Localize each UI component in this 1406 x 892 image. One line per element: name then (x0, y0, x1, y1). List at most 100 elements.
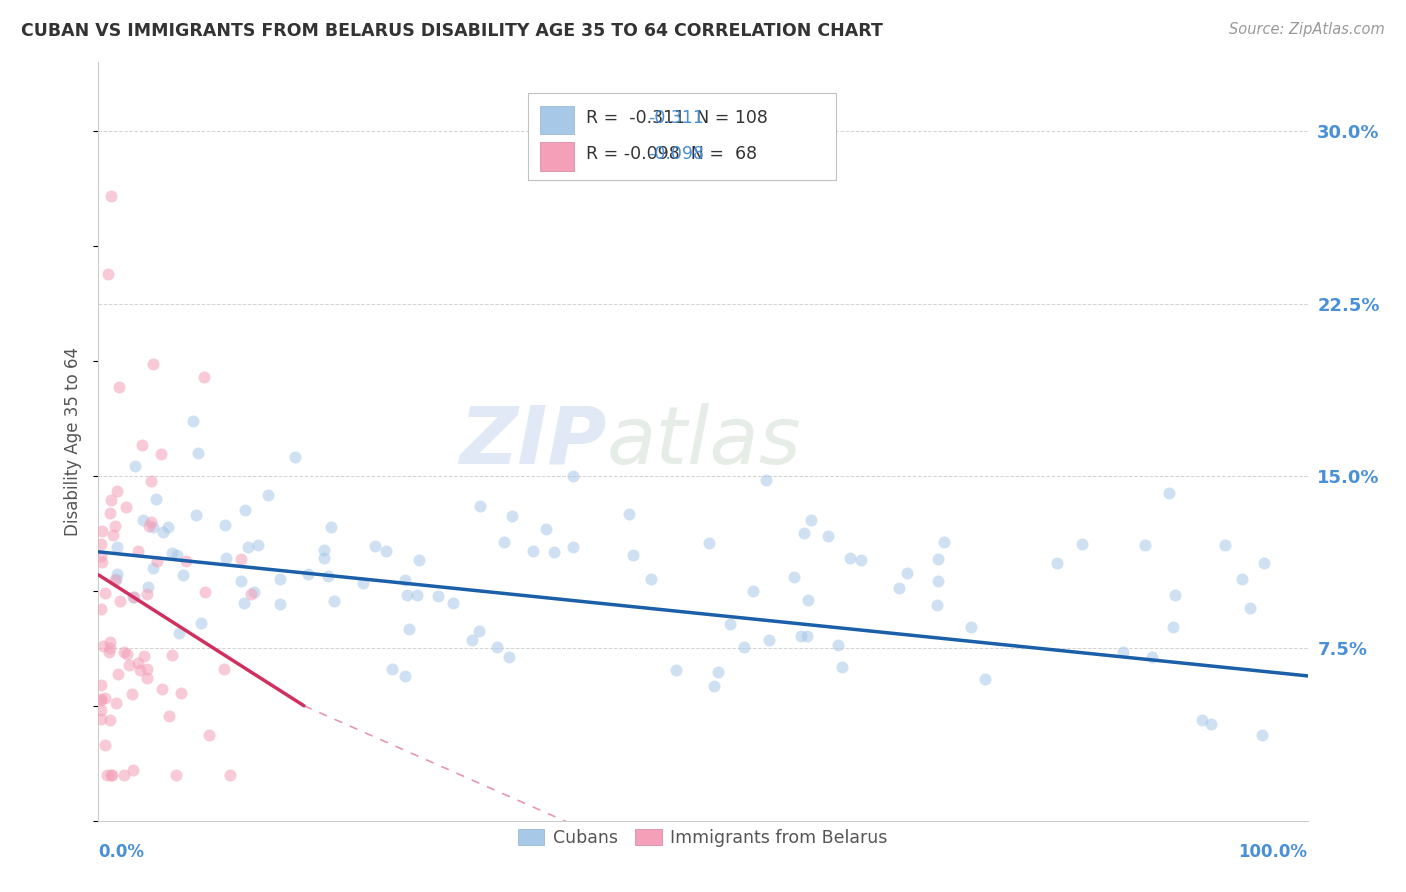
Point (441, 596, 464, 610)
Point (467, 624, 489, 638)
Point (1046, 556, 1069, 570)
Point (193, 585, 215, 599)
Point (150, 681, 173, 696)
Point (323, 594, 346, 608)
FancyBboxPatch shape (540, 105, 574, 135)
Point (758, 633, 780, 648)
Point (96, 767, 118, 781)
Point (927, 552, 949, 566)
Point (166, 548, 188, 562)
Point (150, 447, 173, 461)
Point (621, 548, 644, 562)
Point (1112, 645, 1135, 659)
Point (562, 541, 585, 555)
Point (247, 538, 270, 552)
Point (394, 573, 416, 587)
Point (381, 662, 404, 676)
Point (231, 551, 253, 566)
Point (145, 554, 167, 568)
Point (107, 379, 129, 393)
Point (932, 535, 955, 549)
Point (121, 688, 143, 702)
Point (152, 525, 174, 540)
Point (800, 513, 823, 527)
Point (90, 692, 112, 706)
Point (132, 648, 155, 663)
Point (927, 574, 949, 589)
Point (1163, 619, 1185, 633)
Legend: Cubans, Immigrants from Belarus: Cubans, Immigrants from Belarus (512, 822, 894, 854)
Point (236, 540, 259, 554)
Point (105, 566, 128, 581)
Point (90, 537, 112, 551)
Point (184, 508, 207, 522)
Point (1140, 649, 1163, 664)
Point (697, 536, 720, 550)
Point (187, 446, 209, 460)
Point (665, 664, 688, 678)
Point (460, 632, 482, 647)
Point (91, 639, 114, 653)
Point (90, 712, 112, 726)
Point (157, 708, 180, 723)
Point (321, 520, 343, 534)
Point (640, 572, 662, 586)
Point (105, 572, 128, 586)
Point (121, 763, 143, 777)
Point (755, 473, 778, 487)
Point (1239, 601, 1261, 615)
Point (543, 545, 565, 559)
Point (190, 615, 212, 630)
Point (172, 568, 194, 582)
Point (501, 508, 523, 523)
Point (197, 728, 219, 742)
Point (316, 569, 339, 583)
Text: ZIP: ZIP (458, 402, 606, 481)
Point (793, 525, 815, 540)
Point (98, 634, 121, 648)
Point (235, 502, 257, 516)
Point (174, 554, 197, 568)
Point (219, 767, 242, 781)
Point (797, 593, 820, 607)
Point (398, 622, 420, 636)
Text: R =  -0.311  N = 108: R = -0.311 N = 108 (586, 109, 768, 127)
Point (135, 662, 157, 676)
Point (94, 586, 117, 600)
Point (101, 767, 124, 781)
Point (364, 539, 387, 553)
Point (394, 669, 416, 683)
Point (98, 713, 121, 727)
Point (1071, 537, 1094, 551)
Point (131, 438, 153, 452)
Point (243, 585, 266, 599)
Point (167, 626, 190, 640)
Point (256, 488, 278, 502)
Point (193, 369, 215, 384)
Point (135, 671, 157, 685)
Point (817, 528, 839, 542)
Point (139, 474, 162, 488)
Point (405, 588, 427, 602)
Point (127, 656, 149, 670)
Point (927, 598, 949, 612)
Point (90, 549, 112, 564)
Point (100, 188, 122, 202)
Point (492, 535, 515, 549)
Point (960, 620, 983, 634)
Text: -0.311: -0.311 (648, 109, 704, 127)
Point (536, 523, 558, 537)
Point (90, 693, 112, 707)
Y-axis label: Disability Age 35 to 64: Disability Age 35 to 64 (65, 347, 83, 536)
Text: 0.0%: 0.0% (98, 844, 145, 862)
Point (742, 584, 765, 599)
Point (239, 587, 262, 601)
Point (1199, 716, 1222, 731)
Point (103, 527, 125, 541)
Point (214, 662, 236, 676)
Point (617, 508, 640, 522)
Point (181, 414, 204, 428)
Point (142, 561, 165, 575)
Point (1213, 538, 1236, 552)
Point (104, 518, 127, 533)
